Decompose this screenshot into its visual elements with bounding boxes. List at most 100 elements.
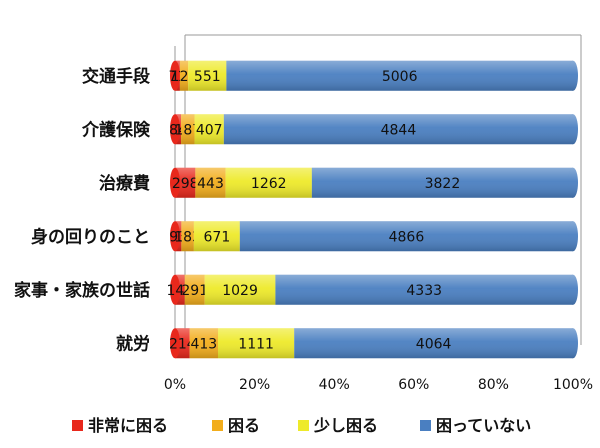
data-label: 4866 <box>389 229 425 245</box>
legend-swatch <box>298 420 309 431</box>
category-label: 介護保険 <box>81 119 151 140</box>
data-label: 3822 <box>425 176 461 192</box>
bar-segment: 671 <box>193 221 240 252</box>
bar-segment: 1029 <box>204 274 276 305</box>
bar-segment: 214 <box>169 328 196 359</box>
bar-segment-shade <box>194 114 224 145</box>
data-label: 551 <box>194 69 221 85</box>
bar-segment: 4333 <box>275 274 578 305</box>
bar-end-cap-shade <box>568 167 578 198</box>
bar-segment: 407 <box>194 114 224 145</box>
data-label: 407 <box>196 122 223 138</box>
bar-start-cap <box>170 328 180 359</box>
legend-label: 困る <box>228 416 260 435</box>
bar-segment-shade <box>204 274 276 305</box>
bar-segment: 1262 <box>225 167 312 198</box>
bar-segment: 298 <box>170 167 199 198</box>
bar-start-cap <box>170 221 180 252</box>
data-label: 1029 <box>222 283 258 299</box>
data-label: 187 <box>174 122 201 138</box>
legend-item: 少し困る <box>298 416 378 435</box>
legend-swatch <box>72 420 83 431</box>
bar-segment-shade <box>179 60 189 91</box>
bar-segment-shade <box>184 274 205 305</box>
x-tick-label: 80% <box>478 377 509 393</box>
bar-segment: 3822 <box>311 167 578 198</box>
legend-item: 非常に困る <box>72 416 168 435</box>
bar-end-cap-shade <box>568 274 578 305</box>
bar-segment: 291 <box>181 274 208 305</box>
bar-segment-shade <box>181 114 195 145</box>
data-label: 5006 <box>382 69 418 85</box>
x-axis-tick-labels: 0% 20% 40% 60% 80% 100% <box>164 377 593 393</box>
bar-segment-shade <box>311 167 573 198</box>
bar-segment-shade <box>218 328 295 359</box>
bar-segment-shade <box>294 328 573 359</box>
legend: 非常に困る 困る 少し困る 困っていない <box>72 416 531 435</box>
data-label: 1111 <box>238 336 274 352</box>
bar-segment-shade <box>175 167 196 198</box>
data-label: 4064 <box>416 336 452 352</box>
category-label: 家事・家族の世話 <box>14 280 150 301</box>
bar-segment: 413 <box>189 328 219 359</box>
legend-item: 困っていない <box>420 416 531 435</box>
bar-segment: 1111 <box>218 328 295 359</box>
bar-segment: 4844 <box>223 114 578 145</box>
legend-label: 少し困る <box>313 416 378 435</box>
data-label: 291 <box>181 283 208 299</box>
data-label: 413 <box>190 336 217 352</box>
bar-segment: 443 <box>195 167 226 198</box>
category-label: 治療費 <box>99 173 150 194</box>
data-label: 671 <box>204 229 231 245</box>
bar-segment: 551 <box>188 60 227 91</box>
bar-end-cap-shade <box>568 114 578 145</box>
bar-start-cap <box>170 60 180 91</box>
bar-segment: 187 <box>174 114 201 145</box>
bar-segment-shade <box>226 60 573 91</box>
bar-segment-shade <box>195 167 226 198</box>
bar-segment-shade <box>181 221 194 252</box>
data-label: 298 <box>172 176 199 192</box>
bar-segment-shade <box>239 221 573 252</box>
category-label: 身の回りのこと <box>31 226 150 247</box>
bar-segment: 4866 <box>239 221 578 252</box>
bar-segment-shade <box>275 274 573 305</box>
data-label: 4333 <box>406 283 442 299</box>
legend-label: 非常に困る <box>88 416 168 435</box>
bar-segment-shade <box>188 60 227 91</box>
legend-swatch <box>420 420 431 431</box>
bar-segment-shade <box>189 328 219 359</box>
x-tick-label: 60% <box>398 377 429 393</box>
x-tick-label: 0% <box>164 377 186 393</box>
x-tick-label: 40% <box>319 377 350 393</box>
bar-segment: 4064 <box>294 328 578 359</box>
data-label: 1262 <box>251 176 287 192</box>
bar-segment-shade <box>193 221 240 252</box>
x-tick-label: 20% <box>239 377 270 393</box>
category-label: 就労 <box>116 333 150 354</box>
bar-start-cap <box>170 167 180 198</box>
bar-end-cap-shade <box>568 221 578 252</box>
legend-swatch <box>212 420 223 431</box>
bar-segment-shade <box>225 167 312 198</box>
legend-label: 困っていない <box>436 416 531 435</box>
bar-segment: 5006 <box>226 60 578 91</box>
x-tick-label: 100% <box>553 377 593 393</box>
category-label: 交通手段 <box>82 66 150 87</box>
legend-item: 困る <box>212 416 260 435</box>
bar-segment-shade <box>223 114 573 145</box>
bar-start-cap <box>170 274 180 305</box>
data-label: 443 <box>197 176 224 192</box>
data-label: 4844 <box>381 122 417 138</box>
bar-start-cap <box>170 114 180 145</box>
bar-end-cap-shade <box>568 60 578 91</box>
